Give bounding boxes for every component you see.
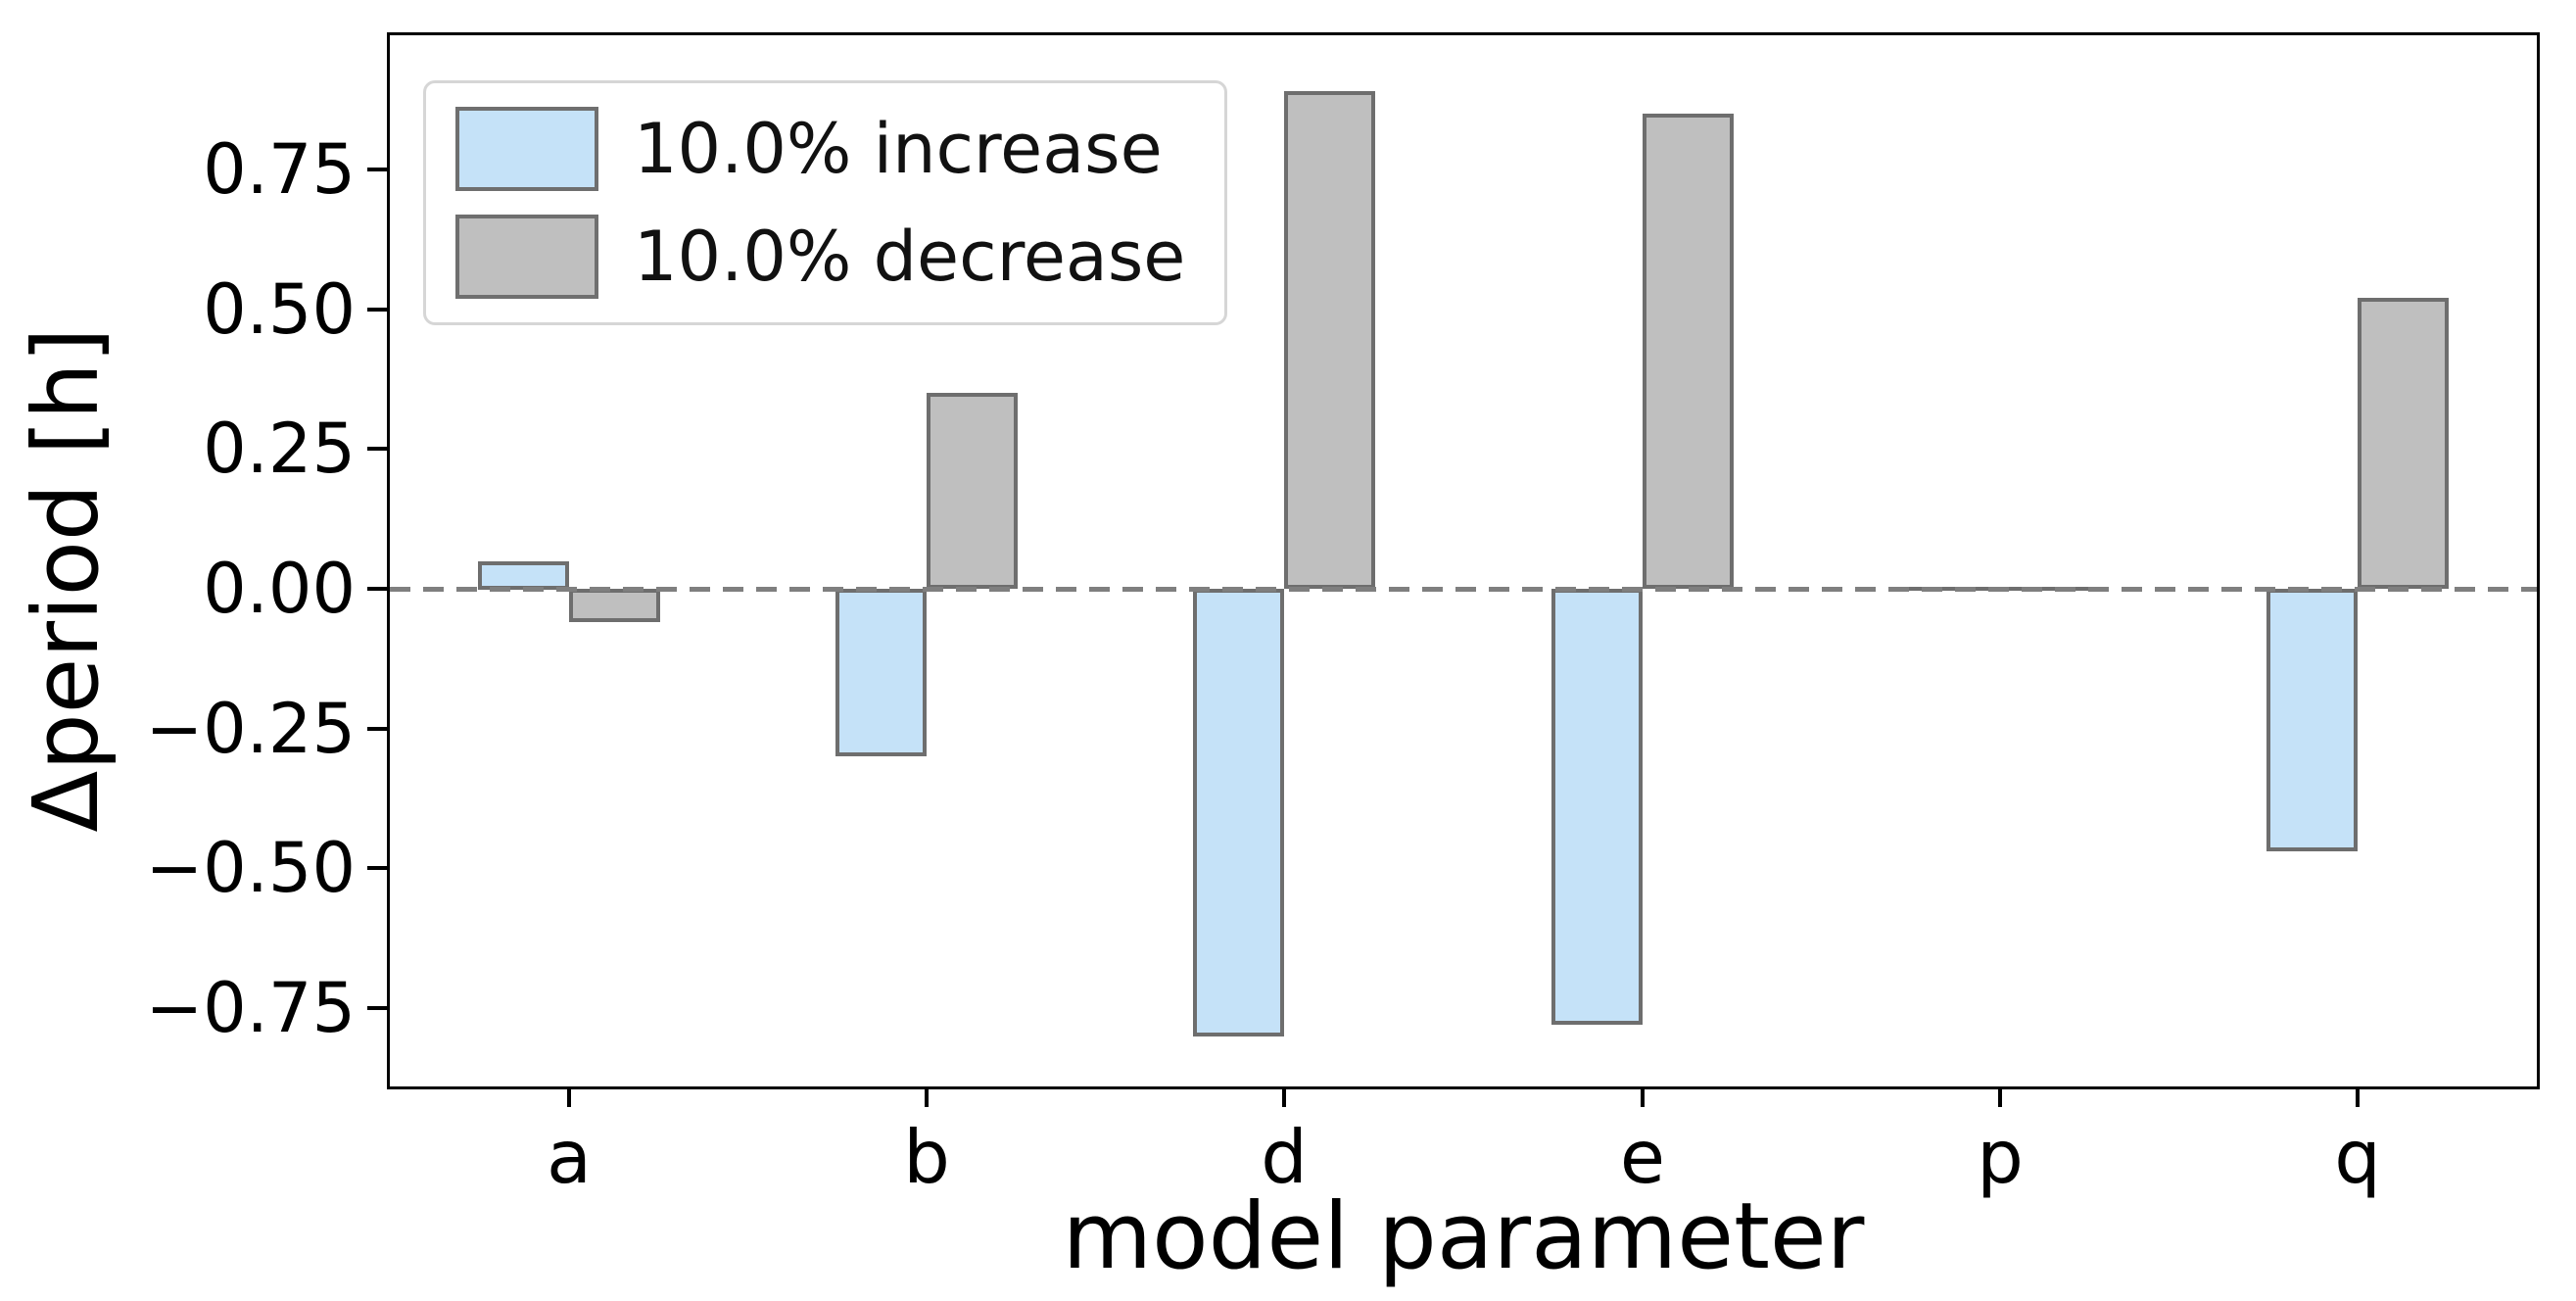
x-tick-label-a: a xyxy=(547,1114,592,1200)
legend-swatch-increase xyxy=(455,107,598,191)
x-tick-mark-a xyxy=(567,1089,571,1107)
y-tick-mark-−0.25 xyxy=(367,727,387,731)
bar-increase-d xyxy=(1193,589,1284,1036)
bar-decrease-d xyxy=(1284,91,1375,589)
y-tick-label-−0.75: −0.75 xyxy=(145,968,356,1048)
bar-increase-q xyxy=(2266,589,2358,851)
bar-increase-a xyxy=(478,561,569,590)
y-axis-label: Δperiod [h] xyxy=(14,327,119,833)
y-tick-mark-0.25 xyxy=(367,447,387,451)
x-tick-mark-p xyxy=(1998,1089,2002,1107)
x-tick-label-p: p xyxy=(1977,1114,2024,1200)
legend: 10.0% increase 10.0% decrease xyxy=(423,80,1228,325)
x-tick-mark-q xyxy=(2356,1089,2360,1107)
legend-label-decrease: 10.0% decrease xyxy=(634,217,1186,297)
y-tick-mark-−0.50 xyxy=(367,866,387,870)
y-tick-label-0.25: 0.25 xyxy=(203,409,356,489)
y-tick-label-0.75: 0.75 xyxy=(203,129,356,210)
y-tick-mark-−0.75 xyxy=(367,1006,387,1010)
y-tick-label-−0.25: −0.25 xyxy=(145,689,356,769)
legend-item-decrease: 10.0% decrease xyxy=(455,215,1185,299)
x-tick-mark-b xyxy=(925,1089,929,1107)
y-tick-mark-0.75 xyxy=(367,168,387,171)
x-tick-label-q: q xyxy=(2334,1114,2381,1200)
y-tick-mark-0.00 xyxy=(367,587,387,591)
bar-decrease-a xyxy=(569,589,660,622)
plot-area: 10.0% increase 10.0% decrease xyxy=(387,32,2540,1089)
x-tick-mark-d xyxy=(1282,1089,1286,1107)
legend-swatch-decrease xyxy=(455,215,598,299)
y-tick-label-0.00: 0.00 xyxy=(203,549,356,629)
y-tick-label-0.50: 0.50 xyxy=(203,269,356,350)
bar-decrease-q xyxy=(2358,298,2449,589)
x-tick-label-d: d xyxy=(1261,1114,1308,1200)
x-tick-label-e: e xyxy=(1619,1114,1666,1200)
y-tick-mark-0.50 xyxy=(367,308,387,312)
y-tick-label-−0.50: −0.50 xyxy=(145,828,356,908)
bar-decrease-e xyxy=(1643,114,1734,589)
x-tick-label-b: b xyxy=(903,1114,950,1200)
legend-item-increase: 10.0% increase xyxy=(455,107,1185,191)
bar-increase-b xyxy=(835,589,927,756)
x-tick-mark-e xyxy=(1641,1089,1645,1107)
bar-decrease-b xyxy=(927,393,1018,589)
x-axis-label: model parameter xyxy=(1062,1183,1865,1290)
legend-label-increase: 10.0% increase xyxy=(634,109,1163,189)
zero-baseline xyxy=(390,587,2537,592)
bar-increase-e xyxy=(1551,589,1643,1025)
